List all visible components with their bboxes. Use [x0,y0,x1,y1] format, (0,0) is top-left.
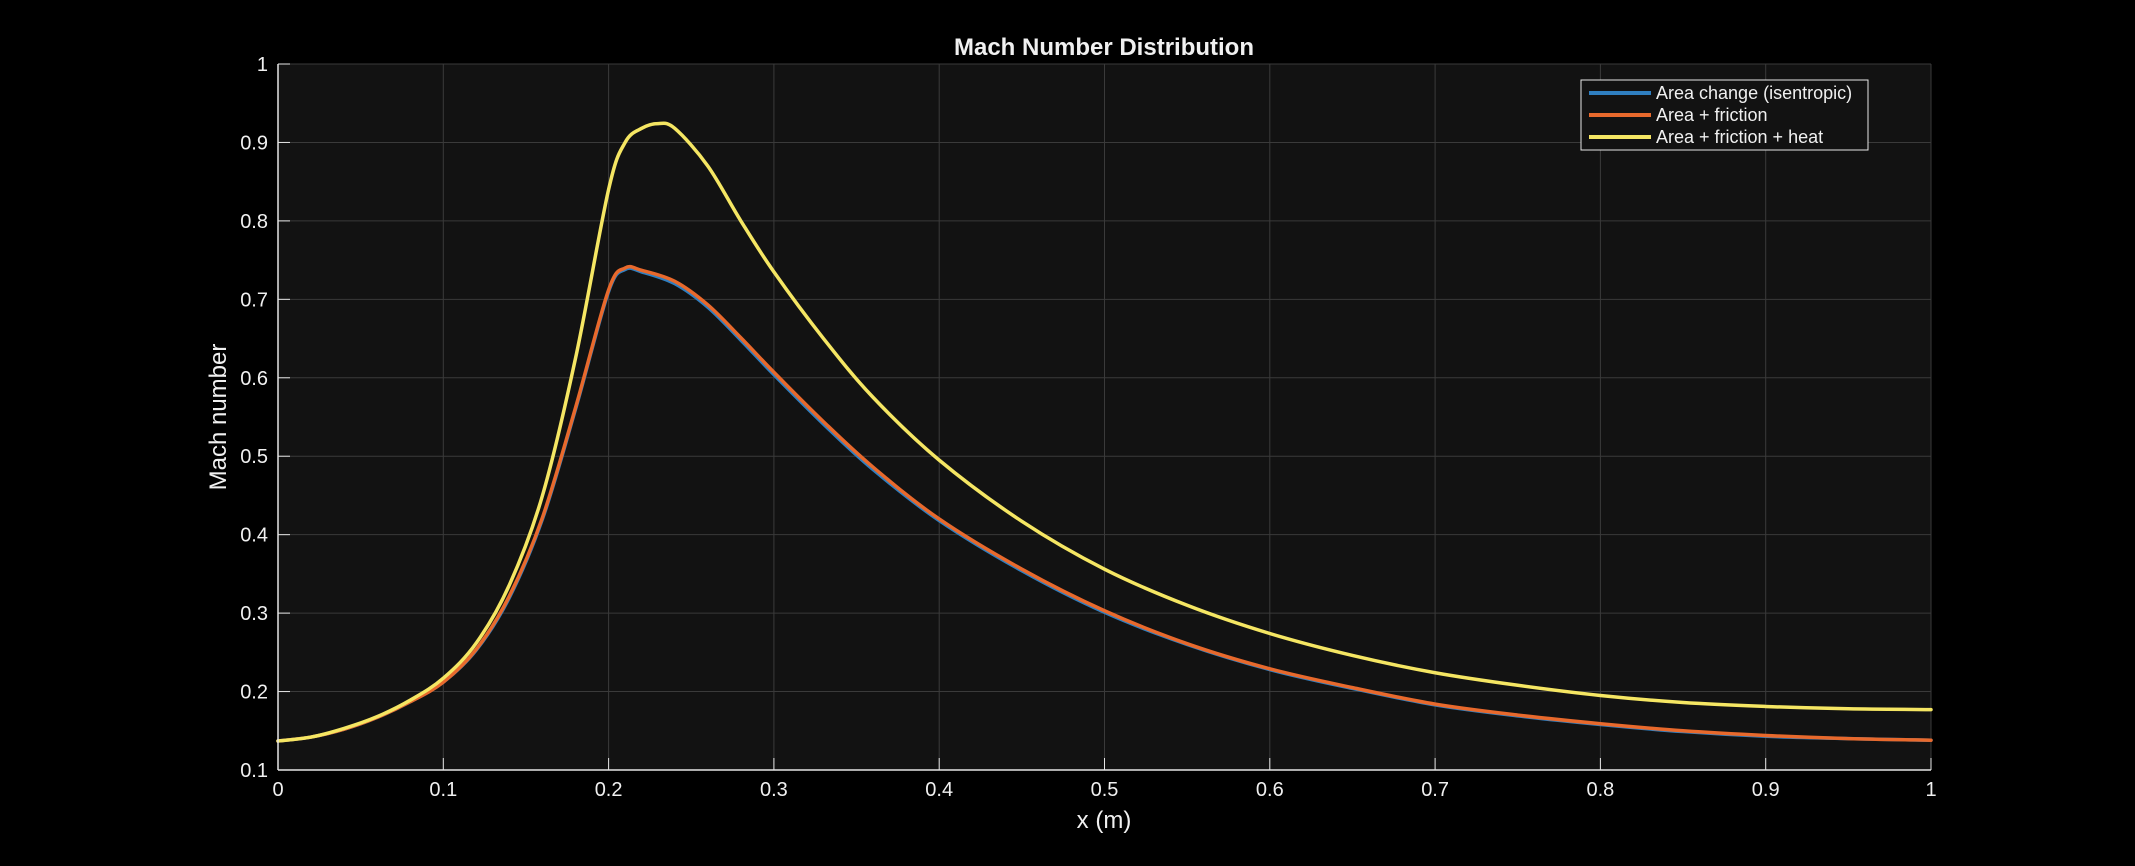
y-tick-label-0-6: 0.6 [240,368,268,390]
x-tick-label-0-3: 0.3 [760,779,788,801]
x-tick-label-0: 0 [272,779,283,801]
y-tick-label-0-4: 0.4 [240,525,268,547]
x-tick-label-0-7: 0.7 [1421,779,1449,801]
series-line-area-friction-heat [276,121,1933,743]
x-tick-label-1: 1 [1925,779,1936,801]
y-tick-label-0-2: 0.2 [240,682,268,704]
y-axis-label: Mach number [205,344,232,491]
legend-label-area-friction-heat: Area + friction + heat [1656,127,1823,147]
chart-title: Mach Number Distribution [954,34,1254,61]
legend[interactable]: Area change (isentropic) Area + friction… [1580,79,1869,151]
axes [277,63,1932,771]
y-tick-label-0-1: 0.1 [240,760,268,782]
x-tick-label-0-1: 0.1 [429,779,457,801]
tick-labels: 0 0.1 0.2 0.3 0.4 0.5 0.6 0.7 0.8 0.9 10.10.20.30.… [240,54,1936,801]
y-tick-label-0-7: 0.7 [240,289,268,311]
legend-label-area-change: Area change (isentropic) [1656,83,1852,103]
x-tick-label-0-5: 0.5 [1091,779,1119,801]
series-lines [276,121,1933,743]
y-tick-label-0-3: 0.3 [240,603,268,625]
y-tick-label-0-9: 0.9 [240,132,268,154]
series-line-area-friction [276,264,1933,743]
x-tick-label-0-4: 0.4 [925,779,953,801]
x-tick-label-0-6: 0.6 [1256,779,1284,801]
y-tick-label-0-8: 0.8 [240,211,268,233]
legend-label-area-friction: Area + friction [1656,105,1768,125]
x-tick-label-0-2: 0.2 [595,779,623,801]
x-tick-label-0-8: 0.8 [1586,779,1614,801]
y-tick-label-1: 1 [257,54,268,76]
y-tick-label-0-5: 0.5 [240,446,268,468]
x-tick-label-0-9: 0.9 [1752,779,1780,801]
x-axis-label: x (m) [1077,807,1132,834]
